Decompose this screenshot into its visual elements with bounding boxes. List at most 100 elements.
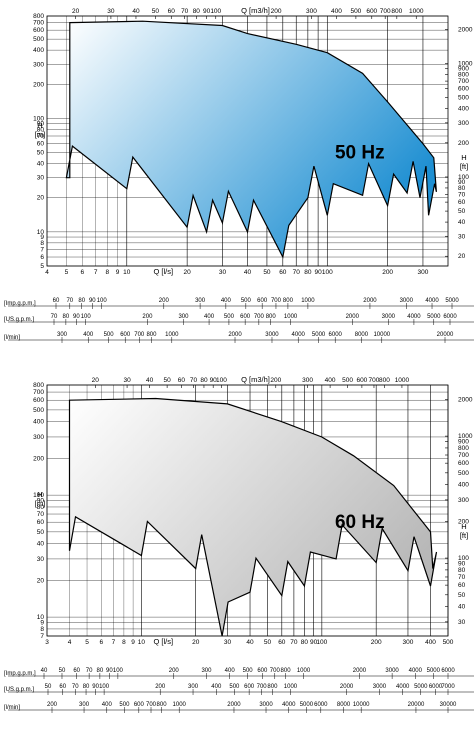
x-tick-ls: 7	[112, 639, 116, 646]
scale-tick-label: 400	[211, 684, 222, 690]
scale-tick-label: 60	[59, 684, 66, 690]
scale-tick-label: 700	[146, 702, 157, 708]
x-tick-m3h: 40	[132, 8, 140, 15]
performance-envelope	[68, 397, 438, 637]
y-tick-ft: 90	[458, 179, 466, 186]
scale-tick-label: 300	[188, 684, 199, 690]
scale-label: [l/min]	[4, 335, 20, 341]
y-tick-m: 30	[37, 556, 45, 563]
y-tick-ft: 900	[458, 439, 469, 446]
x-tick-m3h: 1000	[395, 377, 410, 384]
y-tick-ft: 50	[458, 208, 466, 215]
x-tick-m3h: 50	[152, 8, 160, 15]
x-tick-m3h: 100	[216, 377, 227, 384]
scale-tick-label: 2000	[228, 332, 242, 338]
x-tick-m3h: 1000	[409, 8, 424, 15]
scale-tick-label: 4000	[292, 332, 306, 338]
scale-tick-label: 90	[73, 314, 80, 320]
x-tick-ls: 6	[100, 639, 104, 646]
y-axis-right-unit: [ft]	[460, 162, 468, 171]
y-tick-ft: 30	[458, 233, 466, 240]
y-tick-m: 80	[37, 504, 45, 511]
x-tick-ls: 20	[192, 639, 200, 646]
x-tick-m3h: 400	[325, 377, 336, 384]
y-tick-m: 8	[40, 240, 44, 247]
y-tick-m: 6	[40, 254, 44, 261]
x-tick-m3h: 700	[380, 8, 391, 15]
y-tick-m: 9	[40, 620, 44, 627]
scale-tick-label: 50	[59, 668, 66, 674]
y-tick-m: 400	[33, 47, 44, 54]
x-tick-ls: 200	[371, 639, 382, 646]
scale-tick-label: 5000	[445, 298, 459, 304]
x-tick-ls: 80	[304, 269, 312, 276]
x-tick-ls: 10	[123, 269, 131, 276]
x-tick-m3h: 50	[164, 377, 172, 384]
x-tick-ls: 10	[138, 639, 146, 646]
scale-tick-label: 10000	[373, 332, 390, 338]
y-tick-ft: 400	[458, 106, 469, 113]
y-tick-m: 90	[37, 121, 45, 128]
scale-tick-label: 6000	[329, 332, 343, 338]
y-tick-m: 40	[37, 161, 45, 168]
performance-envelope	[65, 20, 437, 259]
scale-tick-label: 500	[229, 684, 240, 690]
y-tick-ft: 80	[458, 567, 466, 574]
x-tick-m3h: 20	[72, 8, 80, 15]
scale-tick-label: 500	[241, 298, 252, 304]
chart-1: 3 4 5 6 7 8 9 10 20 30 40 50 60 70 80 90 100 200 300 400 500…	[4, 375, 474, 713]
x-tick-m3h: 800	[391, 8, 402, 15]
scale-label: [Imp.g.p.m.]	[4, 301, 36, 307]
y-tick-ft: 50	[458, 592, 466, 599]
scale-tick-label: 1000	[284, 684, 298, 690]
scale-tick-label: 20000	[408, 702, 425, 708]
y-axis-right-label: H	[461, 522, 466, 531]
scale-tick-label: 500	[119, 702, 130, 708]
y-tick-m: 200	[33, 81, 44, 88]
scale-tick-label: 10000	[353, 702, 370, 708]
y-tick-m: 600	[33, 397, 44, 404]
scale-tick-label: 500	[224, 314, 235, 320]
scale-tick-label: 200	[155, 684, 166, 690]
y-tick-ft: 2000	[458, 396, 473, 403]
scale-tick-label: 300	[201, 668, 212, 674]
x-tick-m3h: 30	[123, 377, 131, 384]
scale-tick-label: 2000	[340, 684, 354, 690]
scale-tick-label: 100	[99, 684, 110, 690]
y-tick-ft: 30	[458, 619, 466, 626]
scale-tick-label: 200	[159, 298, 170, 304]
x-tick-m3h: 60	[168, 8, 176, 15]
scale-tick-label: 200	[142, 314, 153, 320]
scale-tick-label: 800	[281, 668, 292, 674]
scale-tick-label: 1000	[173, 702, 187, 708]
x-tick-m3h: 400	[331, 8, 342, 15]
scale-tick-label: 200	[47, 702, 58, 708]
x-tick-ls: 5	[85, 639, 89, 646]
y-tick-ft: 70	[458, 574, 466, 581]
scale-tick-label: 300	[57, 332, 68, 338]
y-tick-m: 10	[37, 229, 45, 236]
scale-tick-label: 3000	[259, 702, 273, 708]
scale-tick-label: 50	[45, 684, 52, 690]
scale-tick-label: 700	[270, 668, 281, 674]
x-tick-ls: 50	[264, 639, 272, 646]
scale-tick-label: 80	[97, 668, 104, 674]
y-tick-m: 300	[33, 434, 44, 441]
x-tick-ls: 70	[290, 639, 298, 646]
x-tick-m3h: 80	[200, 377, 208, 384]
scale-tick-label: 80	[63, 314, 70, 320]
y-tick-ft: 20	[458, 253, 466, 260]
y-axis-right-label: H	[461, 153, 466, 162]
scale-tick-label: 200	[169, 668, 180, 674]
scale-tick-label: 6000	[441, 668, 455, 674]
scale-tick-label: 3000	[373, 684, 387, 690]
x-tick-ls: 400	[425, 639, 436, 646]
scale-tick-label: 7000	[441, 684, 455, 690]
x-tick-m3h: 600	[366, 8, 377, 15]
y-tick-ft: 90	[458, 561, 466, 568]
scale-tick-label: 500	[243, 668, 254, 674]
scale-tick-label: 5000	[300, 702, 314, 708]
scale-tick-label: 8000	[355, 332, 369, 338]
